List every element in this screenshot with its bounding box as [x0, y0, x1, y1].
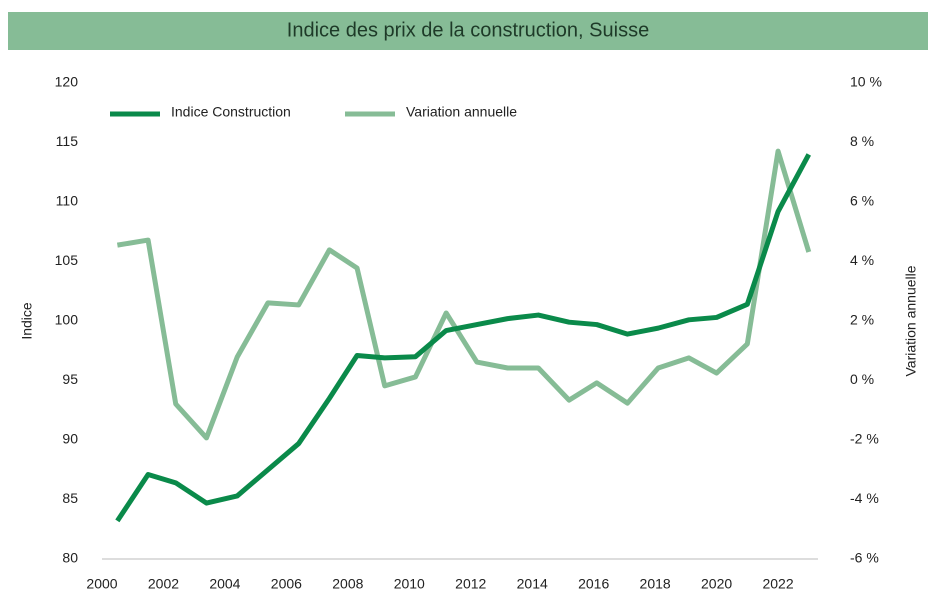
y-tick-label: 115	[56, 133, 79, 149]
y-tick-label: 80	[62, 550, 78, 566]
series-line	[116, 148, 812, 441]
y2-tick-label: 8 %	[850, 133, 874, 149]
x-tick-label: 2012	[455, 576, 486, 592]
x-tick-label: 2002	[148, 576, 179, 592]
series-line	[115, 153, 811, 523]
chart-title: Indice des prix de la construction, Suis…	[287, 19, 649, 41]
x-tick-label: 2000	[86, 576, 117, 592]
legend-label: Indice Construction	[171, 104, 291, 120]
x-tick-label: 2004	[209, 576, 240, 592]
y2-tick-label: 6 %	[850, 193, 874, 209]
x-tick-label: 2016	[578, 576, 609, 592]
y2-axis-label: Variation annuelle	[903, 265, 919, 376]
x-tick-label: 2018	[640, 576, 671, 592]
y2-tick-label: 2 %	[850, 312, 874, 328]
y2-tick-label: 0 %	[850, 371, 874, 387]
title-banner	[8, 12, 928, 50]
y2-tick-label: -6 %	[850, 550, 879, 566]
x-tick-label: 2020	[701, 576, 732, 592]
y-tick-label: 100	[55, 312, 79, 328]
x-tick-label: 2006	[271, 576, 302, 592]
y2-tick-label: 4 %	[850, 252, 874, 268]
y2-tick-label: -2 %	[850, 431, 879, 447]
y-tick-label: 105	[55, 252, 79, 268]
y-tick-label: 95	[62, 371, 78, 387]
y-tick-label: 110	[56, 193, 79, 209]
y2-tick-label: -4 %	[850, 490, 879, 506]
legend-label: Variation annuelle	[406, 104, 517, 120]
x-tick-label: 2022	[762, 576, 793, 592]
y2-tick-label: 10 %	[850, 74, 882, 90]
y-tick-label: 90	[62, 431, 78, 447]
y-tick-label: 85	[62, 490, 78, 506]
y-tick-label: 120	[55, 74, 79, 90]
y-axis-label: Indice	[19, 302, 35, 340]
x-tick-label: 2008	[332, 576, 363, 592]
x-tick-label: 2010	[394, 576, 425, 592]
x-tick-label: 2014	[517, 576, 548, 592]
